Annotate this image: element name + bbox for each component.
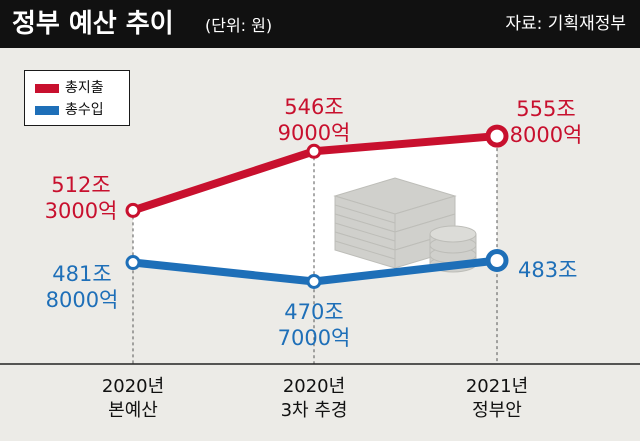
category-label-2-1: 정부안	[472, 400, 522, 421]
category-label-1-1: 3차 추경	[281, 400, 348, 421]
legend-label-expenditure: 총지출	[65, 80, 104, 96]
data-label-0-1-1: 9000억	[278, 121, 351, 145]
data-point-1-0	[125, 255, 141, 271]
data-label-0-2-0: 555조	[516, 97, 575, 121]
legend-label-revenue: 총수입	[65, 102, 104, 118]
money-illustration	[333, 177, 477, 273]
category-label-2-0: 2021년	[466, 376, 528, 397]
data-label-0-2-1: 8000억	[510, 123, 583, 147]
data-point-0-1	[306, 143, 322, 159]
data-label-1-1-0: 470조	[284, 300, 343, 324]
data-point-1-1	[306, 274, 322, 290]
data-point-1-2	[485, 248, 509, 272]
chart-title: 정부 예산 추이	[12, 9, 174, 39]
legend-swatch-revenue	[35, 106, 59, 115]
header-bar: 정부 예산 추이 (단위: 원) 자료: 기획재정부	[0, 0, 640, 48]
data-label-1-0-0: 481조	[52, 262, 111, 286]
data-label-0-1-0: 546조	[284, 95, 343, 119]
legend-swatch-expenditure	[35, 84, 59, 93]
category-label-0-1: 본예산	[108, 400, 158, 421]
legend: 총지출 총수입	[24, 70, 130, 126]
category-label-0-0: 2020년	[102, 376, 164, 397]
unit-label: (단위: 원)	[205, 16, 273, 35]
data-label-0-0-0: 512조	[51, 173, 110, 197]
data-label-1-0-1: 8000억	[46, 288, 119, 312]
data-label-0-0-1: 3000억	[45, 199, 118, 223]
category-label-1-0: 2020년	[283, 376, 345, 397]
data-point-0-2	[485, 124, 509, 148]
money-stack-icon	[333, 177, 457, 269]
data-label-1-2-0: 483조	[518, 258, 577, 282]
data-point-0-0	[125, 202, 141, 218]
source-label: 자료: 기획재정부	[505, 14, 626, 34]
data-label-1-1-1: 7000억	[278, 326, 351, 350]
guide-lines	[132, 136, 498, 364]
